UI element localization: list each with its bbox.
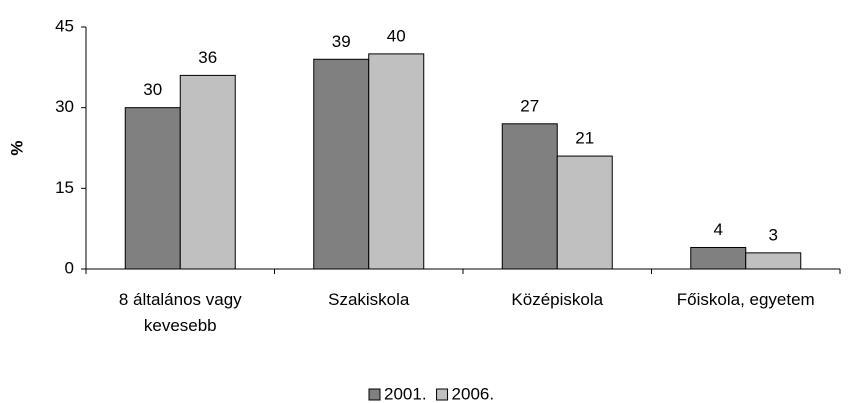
x-tick-label: Középiskola [511, 290, 604, 309]
bar [690, 246, 747, 270]
bar [745, 252, 802, 270]
x-tick-label: Főiskola, egyetem [676, 290, 815, 309]
bar [368, 53, 425, 270]
y-tick-label: 0 [65, 258, 74, 277]
data-label: 39 [332, 32, 351, 51]
bar [313, 58, 370, 270]
data-label: 21 [575, 129, 594, 148]
bar [179, 74, 236, 270]
bar [124, 107, 181, 270]
legend-label: 2001. [384, 384, 427, 403]
data-label: 4 [714, 220, 723, 239]
legend-swatch [436, 388, 449, 401]
y-tick-label: 30 [55, 97, 74, 116]
x-tick-label: Szakiskola [328, 290, 410, 309]
y-tick-label: 15 [55, 178, 74, 197]
bar [556, 155, 613, 270]
data-label: 30 [143, 80, 162, 99]
y-axis-label: % [7, 140, 26, 155]
y-tick-label: 45 [55, 16, 74, 35]
data-label: 27 [520, 96, 539, 115]
data-label: 40 [387, 26, 406, 45]
data-label: 36 [198, 48, 217, 67]
data-label: 3 [769, 225, 778, 244]
legend-label: 2006. [452, 384, 495, 403]
x-tick-label: 8 általános vagy kevesebb [118, 290, 242, 335]
bar [501, 123, 558, 270]
legend-swatch [368, 388, 381, 401]
